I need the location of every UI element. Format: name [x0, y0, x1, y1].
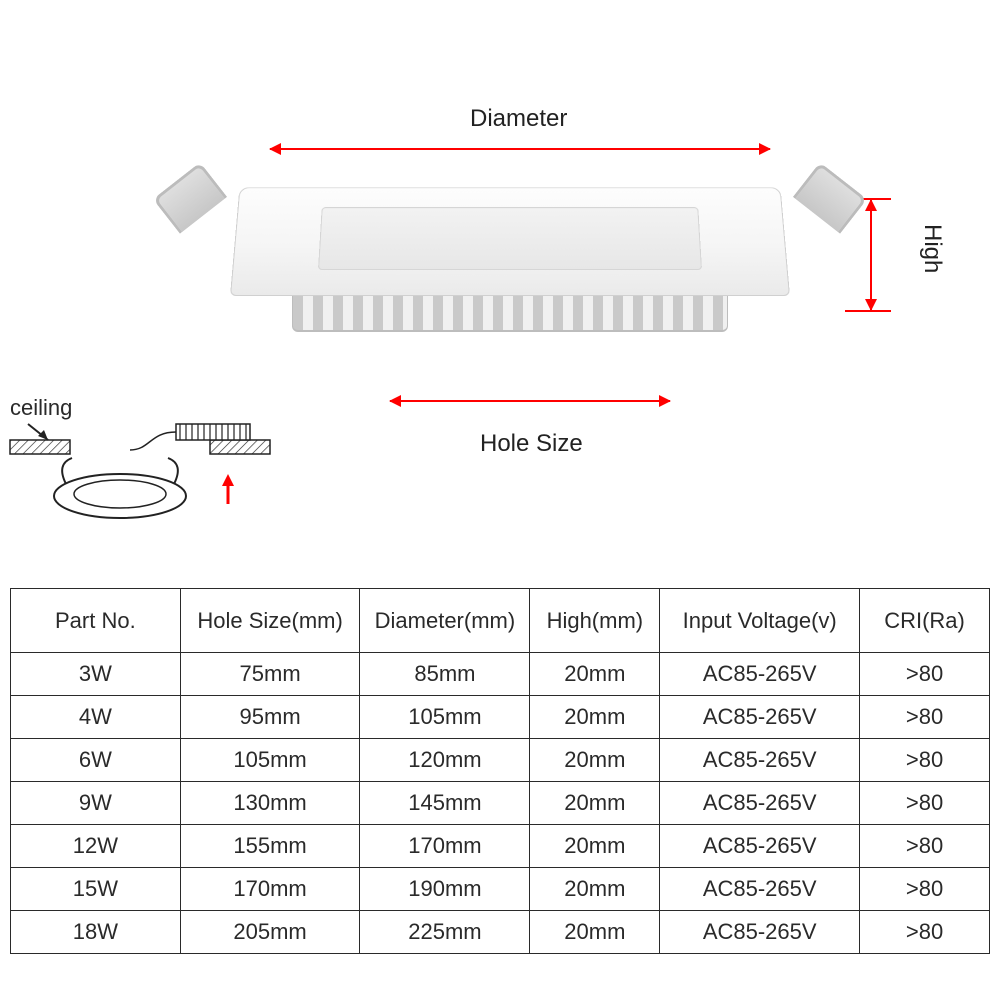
table-cell: 20mm — [530, 653, 660, 696]
table-cell: 9W — [11, 782, 181, 825]
diameter-dim-line — [270, 148, 770, 150]
table-row: 15W170mm190mm20mmAC85-265V>80 — [11, 868, 990, 911]
table-cell: AC85-265V — [660, 696, 860, 739]
panel-light-illustration — [230, 180, 790, 350]
high-label: High — [918, 224, 946, 273]
install-diagram-icon — [0, 400, 280, 560]
table-cell: 190mm — [360, 868, 530, 911]
table-cell: 105mm — [180, 739, 360, 782]
table-cell: 20mm — [530, 739, 660, 782]
table-cell: 20mm — [530, 825, 660, 868]
table-cell: >80 — [860, 868, 990, 911]
table-cell: 20mm — [530, 911, 660, 954]
spring-clip-icon — [793, 162, 867, 234]
high-tick — [845, 310, 891, 312]
table-cell: 6W — [11, 739, 181, 782]
table-cell: 4W — [11, 696, 181, 739]
canvas: Diameter High Hole Size ceiling — [0, 0, 1000, 1000]
spring-clip-icon — [153, 162, 227, 234]
table-cell: 85mm — [360, 653, 530, 696]
table-cell: >80 — [860, 911, 990, 954]
table-cell: 225mm — [360, 911, 530, 954]
table-cell: 170mm — [180, 868, 360, 911]
holesize-dim-line — [390, 400, 670, 402]
table-header-cell: Diameter(mm) — [360, 589, 530, 653]
table-cell: AC85-265V — [660, 739, 860, 782]
table-cell: AC85-265V — [660, 825, 860, 868]
spec-table: Part No.Hole Size(mm)Diameter(mm)High(mm… — [10, 588, 990, 954]
table-row: 12W155mm170mm20mmAC85-265V>80 — [11, 825, 990, 868]
holesize-label: Hole Size — [480, 430, 583, 458]
table-cell: >80 — [860, 825, 990, 868]
table-row: 4W95mm105mm20mmAC85-265V>80 — [11, 696, 990, 739]
panel-heatsink — [292, 296, 728, 332]
table-cell: 75mm — [180, 653, 360, 696]
table-row: 18W205mm225mm20mmAC85-265V>80 — [11, 911, 990, 954]
table-cell: 95mm — [180, 696, 360, 739]
table-cell: AC85-265V — [660, 782, 860, 825]
table-cell: 120mm — [360, 739, 530, 782]
table-row: 3W75mm85mm20mmAC85-265V>80 — [11, 653, 990, 696]
table-cell: 145mm — [360, 782, 530, 825]
table-cell: 155mm — [180, 825, 360, 868]
table-cell: 20mm — [530, 868, 660, 911]
table-header-cell: Hole Size(mm) — [180, 589, 360, 653]
table-row: 6W105mm120mm20mmAC85-265V>80 — [11, 739, 990, 782]
table-cell: >80 — [860, 739, 990, 782]
table-cell: 15W — [11, 868, 181, 911]
table-cell: 170mm — [360, 825, 530, 868]
diameter-label: Diameter — [470, 105, 567, 133]
table-cell: 3W — [11, 653, 181, 696]
table-cell: 20mm — [530, 696, 660, 739]
table-header-cell: CRI(Ra) — [860, 589, 990, 653]
table-cell: AC85-265V — [660, 911, 860, 954]
table-header-cell: Input Voltage(v) — [660, 589, 860, 653]
table-cell: 20mm — [530, 782, 660, 825]
table-cell: >80 — [860, 782, 990, 825]
table-cell: 18W — [11, 911, 181, 954]
table-cell: 130mm — [180, 782, 360, 825]
table-cell: >80 — [860, 696, 990, 739]
table-cell: AC85-265V — [660, 868, 860, 911]
table-cell: >80 — [860, 653, 990, 696]
table-header-cell: Part No. — [11, 589, 181, 653]
table-cell: 12W — [11, 825, 181, 868]
table-cell: 205mm — [180, 911, 360, 954]
high-dim-line — [870, 200, 872, 310]
table-row: 9W130mm145mm20mmAC85-265V>80 — [11, 782, 990, 825]
table-header-row: Part No.Hole Size(mm)Diameter(mm)High(mm… — [11, 589, 990, 653]
panel-diffuser — [318, 207, 702, 270]
table-cell: 105mm — [360, 696, 530, 739]
table-header-cell: High(mm) — [530, 589, 660, 653]
table-cell: AC85-265V — [660, 653, 860, 696]
